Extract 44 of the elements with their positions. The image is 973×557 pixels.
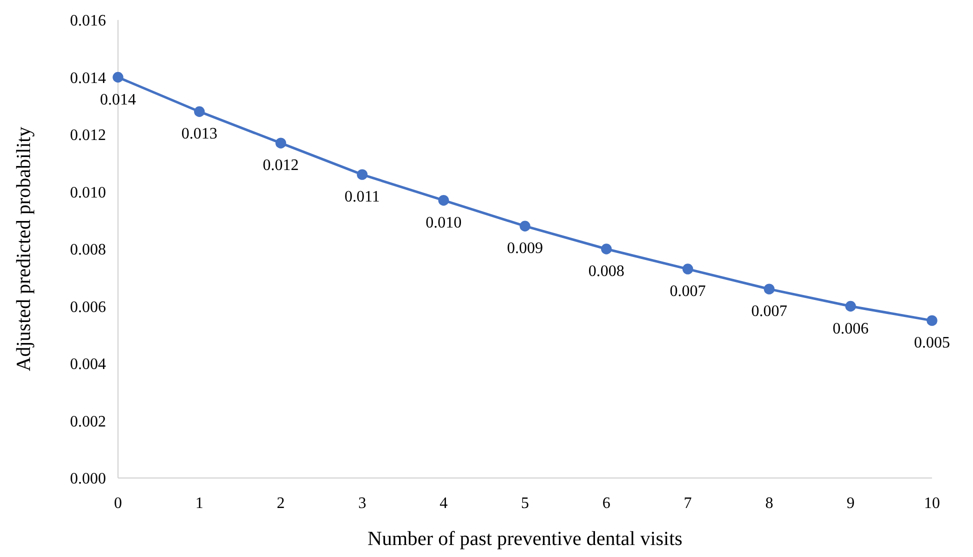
point	[520, 220, 530, 232]
y-axis-title: Adjusted predicted probability	[13, 126, 35, 372]
data-label: 0.011	[344, 188, 380, 206]
y-tick-label: 0.006	[70, 298, 106, 316]
y-tick-label: 0.016	[70, 12, 106, 30]
x-axis-title: Number of past preventive dental visits	[368, 528, 683, 550]
y-tick-label: 0.012	[70, 127, 106, 144]
x-tick-label: 10	[924, 495, 940, 512]
data-label: 0.008	[588, 263, 624, 280]
x-tick-label: 9	[846, 495, 855, 512]
x-tick-label: 5	[521, 495, 529, 512]
data-label: 0.005	[914, 334, 950, 352]
data-label: 0.014	[100, 91, 136, 108]
point	[275, 138, 286, 148]
y-tick-label: 0.010	[70, 184, 106, 202]
data-label: 0.007	[670, 283, 706, 300]
point	[601, 244, 612, 254]
y-tick-label: 0.014	[70, 70, 106, 87]
x-tick-label: 2	[276, 495, 285, 512]
x-tick-label: 6	[602, 495, 610, 512]
point	[356, 169, 368, 180]
x-tick-label: 3	[358, 495, 366, 512]
point	[682, 264, 694, 274]
point	[926, 315, 938, 326]
x-tick-label: 7	[684, 495, 692, 512]
data-label: 0.012	[262, 157, 299, 174]
point	[112, 72, 124, 83]
point	[438, 194, 449, 206]
y-tick-label: 0.000	[70, 470, 106, 488]
x-tick-label: 0	[114, 495, 122, 512]
x-tick-label: 8	[765, 495, 774, 512]
data-label: 0.013	[181, 126, 218, 143]
y-tick-label: 0.008	[70, 242, 106, 259]
point	[845, 300, 856, 312]
data-label: 0.009	[507, 240, 543, 258]
data-label: 0.006	[832, 320, 869, 338]
y-tick-label: 0.004	[70, 356, 106, 374]
y-tick-label: 0.002	[70, 413, 106, 430]
point	[194, 106, 205, 117]
data-label: 0.010	[426, 214, 462, 232]
data-label: 0.007	[751, 303, 788, 320]
x-tick-label: 4	[440, 495, 448, 512]
x-tick-label: 1	[195, 495, 204, 512]
point	[764, 284, 775, 294]
